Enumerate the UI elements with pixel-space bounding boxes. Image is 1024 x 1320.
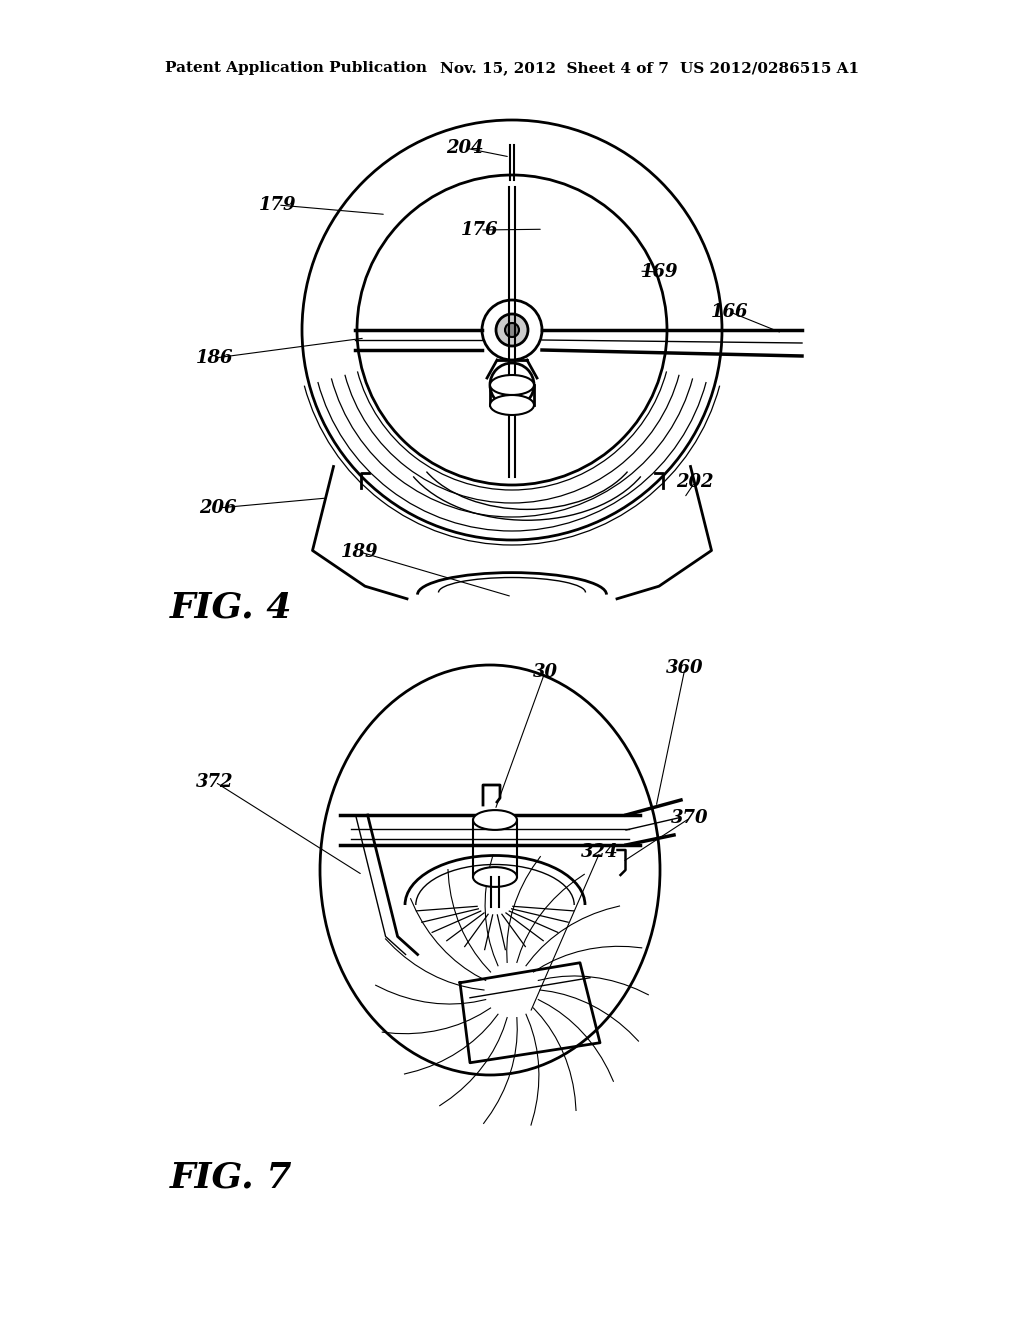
Text: 206: 206 (200, 499, 237, 517)
Text: FIG. 7: FIG. 7 (170, 1162, 293, 1195)
Text: 166: 166 (712, 304, 749, 321)
Text: Patent Application Publication: Patent Application Publication (165, 61, 427, 75)
Ellipse shape (490, 363, 534, 407)
Text: FIG. 4: FIG. 4 (170, 591, 293, 624)
Text: 372: 372 (197, 774, 233, 791)
Text: 169: 169 (641, 263, 679, 281)
Text: 176: 176 (461, 220, 499, 239)
Ellipse shape (496, 314, 528, 346)
Text: 324: 324 (582, 843, 618, 861)
Ellipse shape (490, 395, 534, 414)
Text: 186: 186 (197, 348, 233, 367)
Text: US 2012/0286515 A1: US 2012/0286515 A1 (680, 61, 859, 75)
Text: 360: 360 (667, 659, 703, 677)
Ellipse shape (473, 810, 517, 830)
Ellipse shape (482, 300, 542, 360)
Ellipse shape (505, 323, 519, 337)
Text: 189: 189 (341, 543, 379, 561)
Text: 204: 204 (446, 139, 483, 157)
Text: Nov. 15, 2012  Sheet 4 of 7: Nov. 15, 2012 Sheet 4 of 7 (440, 61, 669, 75)
Ellipse shape (490, 375, 534, 395)
Ellipse shape (473, 867, 517, 887)
Text: 370: 370 (672, 809, 709, 828)
Text: 179: 179 (259, 195, 297, 214)
Text: 202: 202 (676, 473, 714, 491)
Text: 30: 30 (532, 663, 557, 681)
